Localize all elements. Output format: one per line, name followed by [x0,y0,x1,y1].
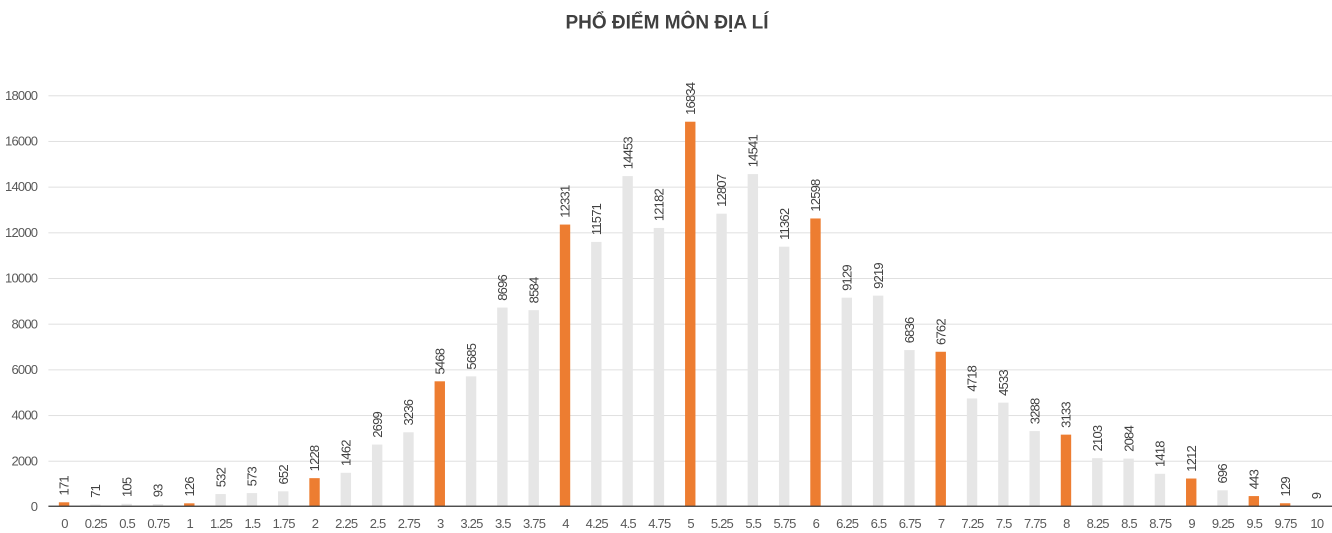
svg-text:4.75: 4.75 [648,516,671,531]
svg-text:652: 652 [276,465,291,485]
svg-text:16000: 16000 [5,134,38,149]
svg-text:1212: 1212 [1184,445,1199,471]
svg-text:6836: 6836 [902,317,917,343]
svg-text:4: 4 [562,516,569,531]
svg-text:2.75: 2.75 [398,516,421,531]
svg-text:8: 8 [1063,516,1070,531]
svg-text:443: 443 [1247,469,1262,489]
svg-text:9: 9 [1309,492,1324,499]
svg-text:4.25: 4.25 [586,516,609,531]
svg-text:PHỔ ĐIỂM MÔN ĐỊA LÍ: PHỔ ĐIỂM MÔN ĐỊA LÍ [565,11,769,33]
svg-text:5: 5 [687,516,694,531]
svg-text:4000: 4000 [11,408,37,423]
svg-text:12000: 12000 [5,225,38,240]
svg-text:8.25: 8.25 [1087,516,1110,531]
svg-text:4.5: 4.5 [620,516,636,531]
svg-text:14453: 14453 [620,137,635,170]
svg-text:573: 573 [245,466,260,486]
svg-text:71: 71 [88,484,103,497]
svg-text:1.5: 1.5 [244,516,260,531]
svg-text:3133: 3133 [1059,402,1074,428]
svg-text:3288: 3288 [1027,398,1042,424]
svg-text:7.25: 7.25 [961,516,984,531]
svg-text:0: 0 [31,499,38,514]
svg-text:10: 10 [1310,516,1323,531]
svg-text:4718: 4718 [965,365,980,391]
svg-text:14541: 14541 [746,135,761,168]
svg-text:7.5: 7.5 [996,516,1012,531]
svg-text:16834: 16834 [683,82,698,115]
svg-text:7.75: 7.75 [1024,516,1047,531]
svg-text:1418: 1418 [1153,441,1168,467]
svg-text:8696: 8696 [495,274,510,300]
svg-text:11571: 11571 [589,203,604,235]
svg-text:2000: 2000 [11,453,37,468]
svg-text:1228: 1228 [307,445,322,471]
svg-text:9.5: 9.5 [1246,516,1262,531]
svg-text:6.5: 6.5 [871,516,887,531]
svg-text:9.25: 9.25 [1212,516,1235,531]
svg-text:6.25: 6.25 [836,516,859,531]
svg-text:9129: 9129 [840,265,855,291]
svg-text:8.75: 8.75 [1149,516,1172,531]
svg-text:2103: 2103 [1090,425,1105,451]
svg-text:0.5: 0.5 [119,516,135,531]
svg-text:93: 93 [151,484,166,497]
svg-text:1462: 1462 [339,440,354,466]
svg-text:6000: 6000 [11,362,37,377]
svg-text:3.25: 3.25 [460,516,483,531]
svg-text:12331: 12331 [558,185,573,218]
svg-text:2.25: 2.25 [335,516,358,531]
svg-text:9219: 9219 [871,263,886,289]
svg-text:12182: 12182 [652,188,667,221]
svg-text:532: 532 [213,467,228,487]
svg-text:0.25: 0.25 [85,516,108,531]
svg-text:8000: 8000 [11,316,37,331]
svg-text:1: 1 [186,516,193,531]
svg-text:11362: 11362 [777,208,792,240]
svg-text:1.25: 1.25 [210,516,233,531]
svg-text:5685: 5685 [464,343,479,369]
svg-text:3.5: 3.5 [495,516,511,531]
svg-text:696: 696 [1215,464,1230,484]
svg-text:5.75: 5.75 [774,516,797,531]
svg-text:3.75: 3.75 [523,516,546,531]
svg-text:3236: 3236 [401,399,416,425]
svg-text:10000: 10000 [5,271,38,286]
svg-text:0.75: 0.75 [147,516,170,531]
svg-text:7: 7 [938,516,945,531]
svg-text:2084: 2084 [1121,426,1136,452]
svg-text:8584: 8584 [526,277,541,303]
svg-text:5468: 5468 [432,348,447,374]
svg-text:18000: 18000 [5,88,38,103]
svg-text:5.25: 5.25 [711,516,734,531]
svg-text:126: 126 [182,477,197,497]
svg-text:6: 6 [813,516,820,531]
svg-text:4533: 4533 [996,370,1011,396]
svg-text:1.75: 1.75 [273,516,296,531]
svg-text:6762: 6762 [933,319,948,345]
svg-text:9.75: 9.75 [1274,516,1297,531]
svg-text:3: 3 [437,516,444,531]
svg-text:5.5: 5.5 [745,516,761,531]
svg-text:12598: 12598 [808,179,823,212]
svg-text:171: 171 [57,476,72,496]
svg-text:2: 2 [312,516,319,531]
svg-text:105: 105 [119,477,134,497]
svg-text:0: 0 [61,516,68,531]
svg-text:14000: 14000 [5,179,38,194]
svg-text:8.5: 8.5 [1121,516,1137,531]
svg-text:129: 129 [1278,477,1293,497]
svg-text:2.5: 2.5 [370,516,386,531]
svg-text:2699: 2699 [370,411,385,437]
svg-text:12807: 12807 [714,174,729,207]
svg-text:6.75: 6.75 [899,516,922,531]
svg-text:9: 9 [1188,516,1195,531]
